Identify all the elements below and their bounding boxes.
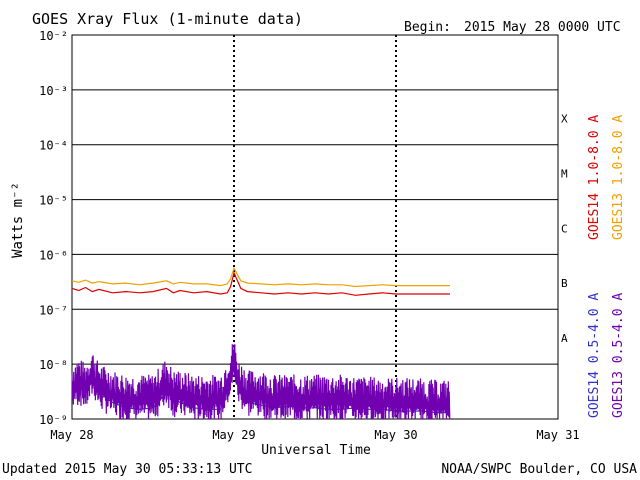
x-tick-label: May 29 — [212, 428, 255, 442]
flare-class-label: A — [561, 332, 568, 345]
x-tick-label: May 31 — [536, 428, 579, 442]
begin-label: Begin: — [404, 20, 451, 35]
legend-entry: GOES13 0.5-4.0 A — [611, 293, 626, 418]
legend-entry: GOES13 1.0-8.0 A — [611, 115, 626, 240]
series-line — [71, 271, 450, 296]
y-tick-label: 10⁻⁷ — [39, 303, 68, 317]
y-tick-label: 10⁻⁶ — [39, 248, 68, 262]
y-tick-label: 10⁻⁹ — [39, 413, 68, 427]
y-tick-label: 10⁻³ — [39, 84, 68, 98]
credit-text: NOAA/SWPC Boulder, CO USA — [441, 462, 637, 477]
y-tick-label: 10⁻⁴ — [39, 139, 68, 153]
flare-class-label: C — [561, 222, 568, 235]
x-axis-label: Universal Time — [261, 443, 371, 458]
flare-class-label: B — [561, 277, 568, 290]
flare-class-label: X — [561, 113, 568, 126]
y-tick-label: 10⁻⁸ — [39, 358, 68, 372]
y-tick-label: 10⁻² — [39, 29, 68, 43]
chart-title: GOES Xray Flux (1-minute data) — [32, 10, 303, 28]
plot-frame — [71, 34, 559, 420]
y-axis-label: Watts m⁻² — [10, 182, 26, 258]
legend-entry: GOES14 0.5-4.0 A — [587, 293, 602, 418]
y-tick-label: 10⁻⁵ — [39, 194, 68, 208]
x-tick-label: May 30 — [374, 428, 417, 442]
legend-entry: GOES14 1.0-8.0 A — [587, 115, 602, 240]
flare-class-label: M — [561, 167, 568, 180]
x-tick-label: May 28 — [50, 428, 93, 442]
begin-value: 2015 May 28 0000 UTC — [464, 20, 621, 35]
series-line — [71, 344, 451, 420]
updated-timestamp: Updated 2015 May 30 05:33:13 UTC — [2, 462, 252, 477]
series-line — [71, 266, 450, 288]
